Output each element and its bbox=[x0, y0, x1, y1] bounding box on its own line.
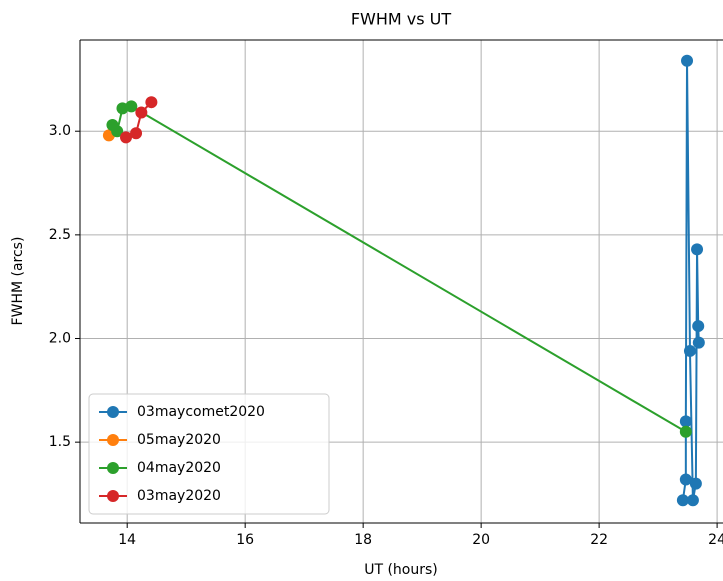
axes: 14 16 18 20 22 24 1.5 2.0 2.5 3.0 bbox=[49, 39, 723, 548]
legend-marker bbox=[107, 406, 119, 418]
data-point bbox=[679, 415, 692, 428]
y-tick-label: 2.5 bbox=[49, 227, 71, 243]
y-tick-label: 1.5 bbox=[49, 434, 71, 450]
legend-label: 04may2020 bbox=[137, 460, 221, 476]
data-point bbox=[683, 344, 696, 357]
legend: 03maycomet2020 05may2020 04may2020 03may202… bbox=[88, 393, 330, 515]
data-point bbox=[111, 125, 124, 138]
y-axis-label: FWHM (arcs) bbox=[10, 237, 26, 326]
data-point bbox=[679, 425, 692, 438]
chart-title: FWHM vs UT bbox=[351, 10, 452, 29]
data-point bbox=[676, 494, 689, 507]
legend-marker bbox=[107, 462, 119, 474]
data-point bbox=[686, 494, 699, 507]
data-point bbox=[689, 477, 702, 490]
legend-label: 05may2020 bbox=[137, 432, 221, 448]
x-axis-label: UT (hours) bbox=[364, 562, 438, 578]
data-point bbox=[135, 106, 148, 119]
x-tick-label: 16 bbox=[236, 532, 254, 548]
x-tick-label: 14 bbox=[118, 532, 136, 548]
data-point bbox=[692, 336, 705, 349]
x-tick-label: 22 bbox=[590, 532, 608, 548]
data-point bbox=[691, 243, 704, 256]
series-line bbox=[681, 60, 700, 501]
data-point bbox=[125, 100, 138, 113]
y-tick-label: 2.0 bbox=[49, 331, 71, 347]
data-point bbox=[681, 54, 694, 67]
legend-label: 03may2020 bbox=[137, 488, 221, 504]
x-tick-label: 20 bbox=[472, 532, 490, 548]
x-tick-label: 18 bbox=[354, 532, 372, 548]
y-tick-label: 3.0 bbox=[49, 123, 71, 139]
data-point bbox=[679, 473, 692, 486]
data-point bbox=[145, 96, 158, 109]
data-point bbox=[692, 320, 705, 333]
series-line bbox=[111, 105, 687, 433]
x-tick-label: 24 bbox=[708, 532, 723, 548]
legend-label: 03maycomet2020 bbox=[137, 404, 265, 420]
data-point bbox=[120, 131, 133, 144]
data-point bbox=[130, 127, 143, 140]
plot-area bbox=[102, 54, 705, 507]
legend-box bbox=[88, 393, 330, 515]
legend-marker bbox=[107, 490, 119, 502]
legend-marker bbox=[107, 434, 119, 446]
